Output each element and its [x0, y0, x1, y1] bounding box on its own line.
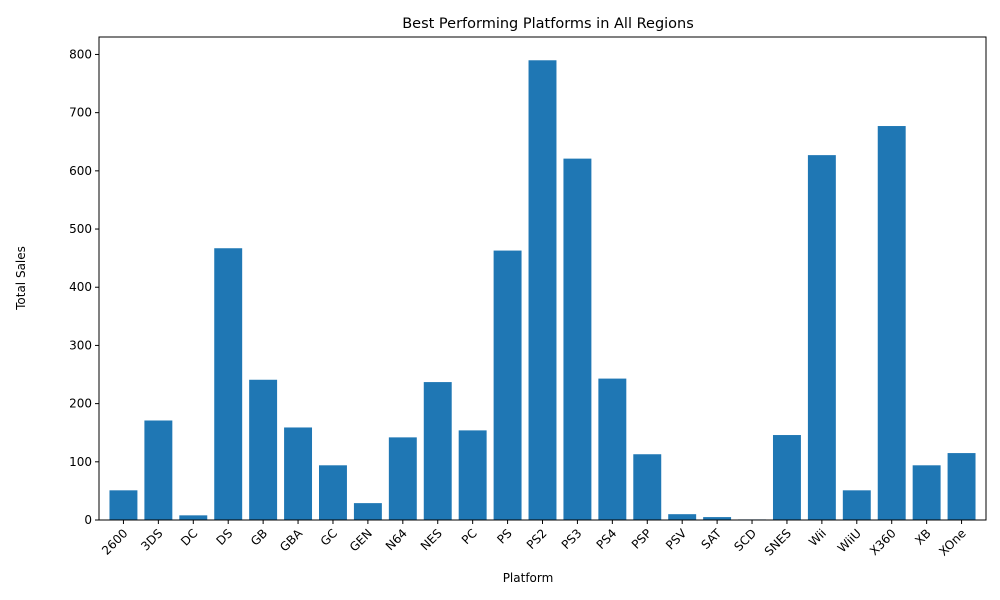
bar-gc: [319, 465, 347, 520]
bar-ps3: [563, 158, 592, 520]
y-tick-label: 500: [69, 222, 92, 236]
bars-group: [109, 60, 976, 521]
y-tick-label: 300: [69, 338, 92, 352]
y-tick-label: 200: [69, 397, 92, 411]
y-tick-label: 800: [69, 47, 92, 61]
x-tick-label: GB: [248, 526, 270, 548]
bar-gen: [353, 503, 382, 520]
x-tick-label: N64: [383, 526, 410, 553]
y-tick-label: 0: [84, 513, 92, 527]
x-tick-label: SAT: [698, 526, 724, 552]
bar-psp: [633, 454, 662, 520]
x-tick-label: XOne: [936, 526, 968, 558]
x-tick-label: PS4: [594, 526, 620, 552]
bar-ps4: [598, 378, 627, 520]
x-tick-label: PS2: [524, 526, 550, 552]
x-tick-label: PS: [494, 526, 514, 546]
x-tick-label: GC: [318, 526, 340, 548]
bar-wiiu: [842, 490, 871, 520]
bar-3ds: [144, 420, 173, 520]
x-tick-label: GEN: [347, 526, 375, 554]
x-tick-label: DC: [178, 526, 200, 548]
y-axis: 0 100 200 300 400 500 600 700 800: [69, 47, 99, 527]
x-tick-label: NES: [418, 526, 445, 553]
x-tick-label: PSV: [663, 526, 690, 553]
y-tick-label: 700: [69, 106, 92, 120]
bar-nes: [423, 382, 452, 520]
x-tick-label: 2600: [99, 526, 130, 557]
bar-xone: [947, 453, 976, 520]
bar-2600: [109, 490, 138, 520]
bar-snes: [772, 435, 801, 520]
bar-psv: [668, 514, 697, 520]
x-tick-label: SCD: [731, 526, 759, 554]
bar-n64: [388, 437, 417, 520]
y-axis-label: Total Sales: [14, 246, 28, 311]
bar-ps2: [528, 60, 557, 521]
x-tick-label: GBA: [277, 526, 306, 555]
chart-title: Best Performing Platforms in All Regions: [402, 16, 694, 32]
bar-dc: [179, 515, 208, 520]
bar-pc: [458, 430, 487, 520]
x-tick-label: PC: [459, 526, 480, 547]
bar-xb: [912, 465, 941, 520]
x-tick-label: Wii: [806, 526, 829, 549]
bar-sat: [703, 517, 732, 520]
bar-wii: [807, 155, 836, 520]
bar-gba: [284, 427, 313, 520]
y-tick-label: 100: [69, 455, 92, 469]
x-tick-label: WiiU: [835, 526, 864, 555]
bar-x360: [877, 126, 906, 520]
plot-frame: [98, 36, 987, 521]
x-tick-label: 3DS: [138, 526, 165, 553]
x-tick-label: SNES: [762, 526, 794, 558]
bar-ps: [493, 250, 522, 520]
x-tick-label: XB: [912, 526, 934, 548]
x-tick-label: DS: [214, 526, 236, 548]
y-tick-label: 400: [69, 280, 92, 294]
y-tick-label: 600: [69, 164, 92, 178]
bar-ds: [214, 248, 243, 521]
x-tick-label: PS3: [559, 526, 585, 552]
bar-gb: [249, 379, 278, 520]
x-axis: 2600 3DS DC DS GB GBA GC GEN N64 NES PC PS PS2 PS3 PS4…: [99, 520, 969, 559]
x-axis-label: Platform: [503, 571, 554, 585]
x-tick-label: PSP: [629, 526, 655, 552]
x-tick-label: X360: [867, 526, 899, 558]
